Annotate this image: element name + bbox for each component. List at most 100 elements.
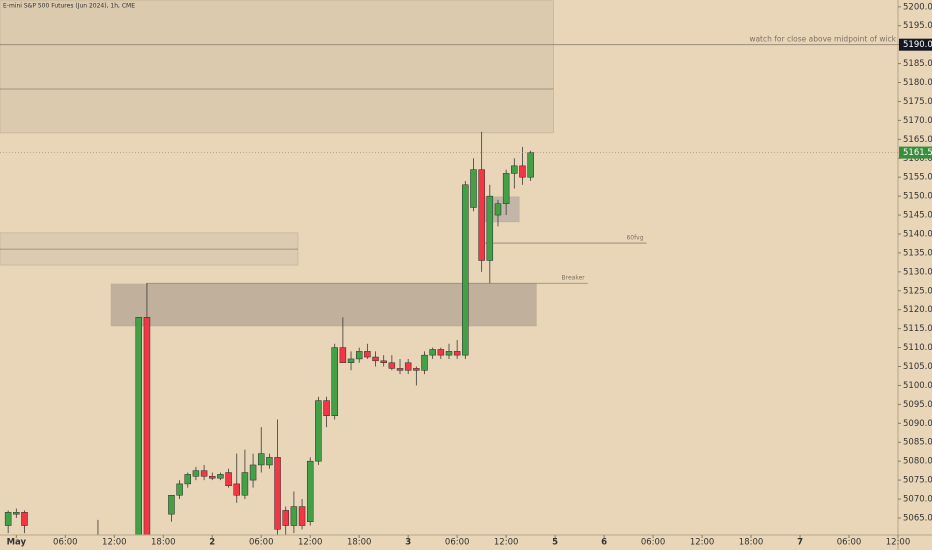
candle-body [478,169,485,261]
candle-body [380,360,387,363]
candle-body [257,453,265,466]
x-tick-label: 06:00 [837,538,862,548]
candle-body [396,368,404,371]
candle-body [372,356,379,362]
candle-body [168,494,175,515]
y-tick-label: 5135.00 [903,248,932,258]
candle-body [274,457,281,530]
candle-body [217,474,224,479]
price-label: 5190.00 [903,40,932,50]
y-tick-label: 5180.00 [903,78,932,88]
x-tick-label: 6 [601,538,607,548]
candle-body [339,347,347,363]
y-tick-label: 5195.00 [903,21,932,31]
y-tick-label: 5170.00 [903,116,932,126]
y-tick-label: 5155.00 [903,173,932,183]
x-tick-label: 2 [209,538,215,548]
x-tick-label: 18:00 [347,538,372,548]
y-tick-label: 5175.00 [903,97,932,107]
candle-body [21,512,28,526]
candle-body [494,203,502,216]
x-tick-label: May [7,538,27,548]
zone [0,0,554,134]
y-tick-label: 5110.00 [903,343,932,353]
x-tick-label: 7 [797,538,803,548]
candle-body [519,165,526,178]
candle-body [176,483,183,496]
candle-body [200,470,208,477]
candle-body [502,173,510,204]
x-tick-label: 12:00 [690,538,715,548]
y-tick-label: 5085.00 [903,438,932,448]
candle-body [486,195,494,261]
y-tick-label: 5075.00 [903,476,932,486]
candle-body [225,472,232,487]
candle-body [241,472,249,496]
y-tick-label: 5095.00 [903,400,932,410]
candle-body [511,165,518,174]
candle-body [282,510,289,526]
price-label-box [899,146,932,159]
y-tick-label: 5120.00 [903,305,932,315]
candle-body [429,349,436,356]
x-tick-label: 3 [405,538,411,548]
y-tick-label: 5145.00 [903,211,932,221]
candle-body [323,400,330,416]
candle-body [233,483,240,496]
candle-body [249,464,257,481]
x-tick-label: 18:00 [151,538,176,548]
y-tick-label: 5140.00 [903,229,932,239]
candle-body [306,460,314,522]
candle-body [4,512,12,526]
y-tick-label: 5160.00 [903,154,932,164]
y-tick-label: 5065.00 [903,513,932,523]
y-tick-label: 5130.00 [903,267,932,277]
candle-body [266,457,273,466]
x-tick-label: 18:00 [739,538,764,548]
level-label: watch for close above midpoint of wick [749,35,896,44]
y-tick-label: 5150.00 [903,192,932,202]
y-tick-label: 5125.00 [903,286,932,296]
candle-body [453,351,461,356]
price-label-box [899,38,932,51]
x-tick-label: 12:00 [298,538,323,548]
y-tick-label: 5070.00 [903,495,932,505]
x-tick-label: 06:00 [53,538,78,548]
y-tick-label: 5090.00 [903,419,932,429]
x-tick-label: 06:00 [249,538,274,548]
candle-body [13,512,20,515]
y-tick-label: 5115.00 [903,324,932,334]
candle-body [413,368,420,371]
candle-body [355,351,363,360]
price-label: 5161.50 [903,148,932,158]
candle-body [192,470,200,477]
candle-body [315,400,322,462]
candle-body [462,184,469,356]
candle-body [388,362,396,369]
candle-body [331,347,338,416]
x-tick-label: 12:00 [102,538,127,548]
y-tick-label: 5165.00 [903,135,932,145]
y-tick-label: 5105.00 [903,362,932,372]
candle-body [404,362,412,371]
x-tick-label: 5 [552,538,558,548]
candle-body [347,358,355,363]
y-tick-label: 5200.00 [903,2,932,12]
candle-body [364,351,371,358]
candle-body [290,506,298,526]
level-label: Breaker [562,275,586,282]
y-tick-label: 5185.00 [903,59,932,69]
plot-area: watch for close above midpoint of wick 60… [0,0,898,535]
x-tick-label: 12:00 [886,538,911,548]
zone [110,283,537,327]
candle-body [143,317,151,535]
candle-body [298,506,306,526]
x-tick-label: 12:00 [494,538,519,548]
chart-title: E-mini S&P 500 Futures (Jun 2024), 1h, C… [3,3,135,10]
candle-body [209,476,216,479]
candle-body [445,351,453,356]
level-label: 60fvg [626,235,643,242]
candle-body [527,152,534,178]
y-tick-label: 5100.00 [903,381,932,391]
